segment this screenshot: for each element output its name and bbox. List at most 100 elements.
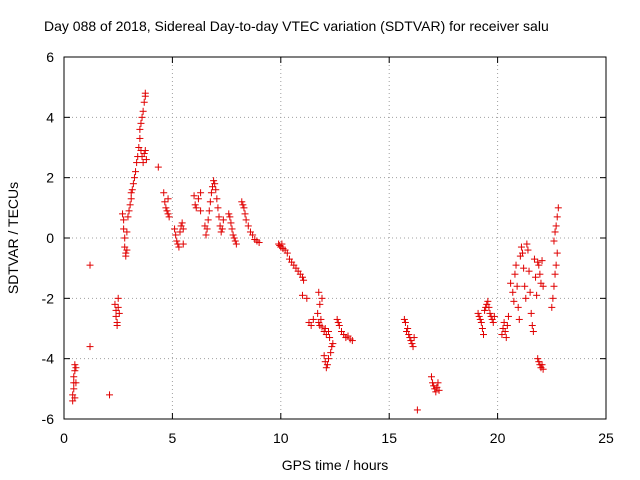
data-point <box>324 328 332 336</box>
data-point <box>241 210 249 218</box>
data-point <box>191 201 199 209</box>
data-point <box>552 261 560 269</box>
data-point <box>86 343 94 351</box>
data-point <box>128 186 136 194</box>
data-point <box>179 240 187 248</box>
y-tick-label: -4 <box>42 351 55 367</box>
data-point <box>513 282 521 290</box>
data-point <box>178 219 186 227</box>
data-point <box>71 361 79 369</box>
data-point <box>507 279 515 287</box>
data-point <box>484 297 492 305</box>
data-point <box>139 107 147 115</box>
data-point <box>173 237 181 245</box>
data-point <box>212 186 220 194</box>
data-point <box>70 373 78 381</box>
data-point <box>476 315 484 323</box>
data-point <box>244 222 252 230</box>
data-point <box>509 288 517 296</box>
data-point <box>523 240 531 248</box>
data-point <box>551 228 559 236</box>
data-point <box>500 318 508 326</box>
data-point <box>553 249 561 257</box>
data-point <box>164 195 172 203</box>
data-point <box>317 315 325 323</box>
data-point <box>527 309 535 317</box>
data-point <box>522 294 530 302</box>
data-point <box>125 207 133 215</box>
data-point <box>70 385 78 393</box>
data-point <box>255 239 263 247</box>
data-point <box>206 198 214 206</box>
data-point <box>321 325 329 332</box>
data-point <box>129 180 137 188</box>
data-point <box>413 406 421 414</box>
data-point <box>227 219 235 227</box>
data-point <box>525 267 533 275</box>
data-point <box>71 367 79 375</box>
data-point <box>515 315 523 323</box>
data-point <box>348 337 356 345</box>
data-point <box>404 325 412 332</box>
data-point <box>485 303 493 311</box>
data-point <box>501 328 509 336</box>
data-point <box>328 343 336 351</box>
data-point <box>502 334 510 342</box>
x-tick-label: 5 <box>169 430 177 446</box>
y-tick-label: 4 <box>46 109 54 125</box>
data-point <box>132 168 140 176</box>
data-point <box>114 294 122 302</box>
data-point <box>113 321 121 329</box>
data-point <box>334 318 342 326</box>
data-point <box>139 159 147 167</box>
data-point <box>283 249 291 257</box>
data-point <box>551 270 559 278</box>
data-point <box>434 379 442 387</box>
data-point <box>539 282 547 290</box>
data-point <box>197 189 205 197</box>
data-point <box>322 364 330 372</box>
data-point <box>474 309 482 317</box>
data-point <box>240 204 248 212</box>
data-point <box>179 225 187 233</box>
data-point <box>335 321 343 329</box>
x-tick-label: 10 <box>273 430 289 446</box>
y-tick-label: -6 <box>42 411 55 427</box>
x-tick-label: 25 <box>598 430 614 446</box>
data-point <box>528 321 536 329</box>
data-point <box>549 294 557 302</box>
data-point <box>318 294 326 302</box>
data-point <box>303 294 311 302</box>
data-point <box>498 331 506 339</box>
data-point <box>535 261 543 269</box>
data-point <box>298 273 306 281</box>
y-tick-label: 0 <box>46 230 54 246</box>
data-point <box>409 343 417 351</box>
data-point <box>197 207 205 215</box>
data-point <box>329 340 337 348</box>
data-point <box>514 303 522 311</box>
data-points <box>69 89 562 414</box>
data-point <box>192 204 200 212</box>
data-point <box>533 291 541 299</box>
data-point <box>228 225 236 233</box>
data-point <box>517 243 525 251</box>
data-point <box>176 228 184 236</box>
data-point <box>538 361 546 369</box>
data-point <box>137 119 145 127</box>
data-point <box>410 334 418 342</box>
data-point <box>326 334 334 342</box>
data-point <box>140 98 148 106</box>
data-point <box>190 192 198 200</box>
x-tick-label: 20 <box>490 430 506 446</box>
data-point <box>407 337 415 345</box>
data-point <box>535 358 543 366</box>
data-point <box>318 323 326 331</box>
x-axis-label: GPS time / hours <box>282 457 389 473</box>
data-point <box>217 228 225 236</box>
data-point <box>242 216 250 224</box>
data-point <box>171 225 179 233</box>
data-point <box>86 261 94 269</box>
data-point <box>333 315 341 323</box>
data-point <box>526 288 534 296</box>
